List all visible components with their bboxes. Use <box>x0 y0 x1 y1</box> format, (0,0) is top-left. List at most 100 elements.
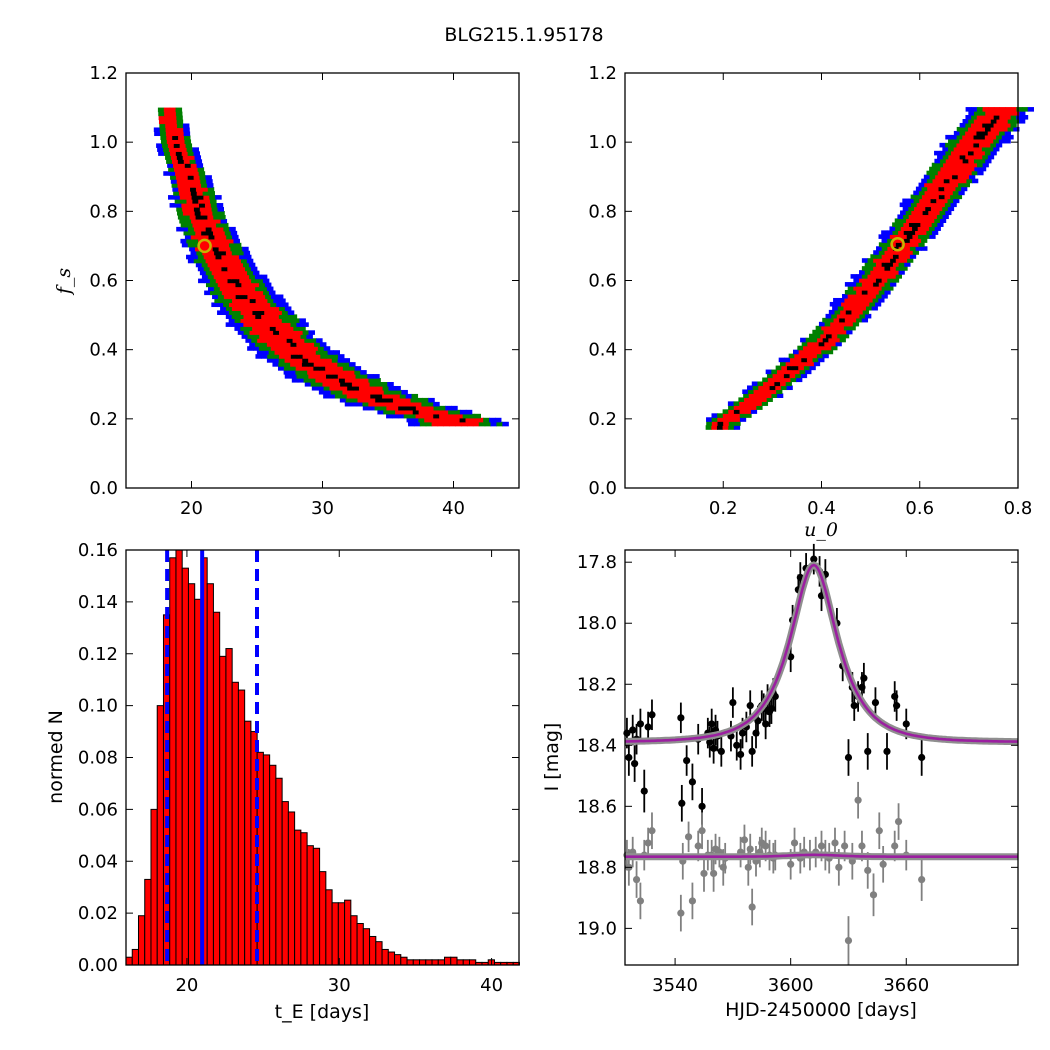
density-cell <box>990 142 997 148</box>
density-cell <box>968 118 975 124</box>
density-cell <box>272 314 280 319</box>
density-cell <box>895 258 903 263</box>
density-cell <box>173 143 181 148</box>
density-cell <box>189 183 196 188</box>
density-cell <box>763 385 771 391</box>
density-cell <box>911 210 918 216</box>
density-cell <box>1010 115 1017 120</box>
density-cell <box>801 357 808 363</box>
density-cell <box>319 362 327 367</box>
density-cell <box>930 206 938 212</box>
density-cell <box>796 361 804 367</box>
density-cell <box>286 350 293 355</box>
model-curve-top <box>625 563 1018 743</box>
density-cell <box>211 282 219 288</box>
density-cell <box>1005 107 1012 112</box>
density-cell <box>960 170 967 176</box>
density-cell <box>861 297 868 303</box>
density-cell <box>276 334 284 339</box>
density-cell <box>816 353 824 359</box>
density-cell <box>360 370 367 375</box>
density-cell <box>925 206 932 212</box>
density-cell <box>422 397 429 403</box>
density-cell <box>749 397 756 402</box>
density-cell <box>895 250 903 255</box>
density-cell <box>903 214 910 220</box>
density-cell <box>942 146 949 152</box>
density-cell <box>205 207 213 212</box>
density-cell <box>833 317 840 323</box>
density-cell <box>878 266 886 271</box>
density-cell <box>850 274 857 279</box>
density-cell <box>999 107 1006 112</box>
density-cell <box>235 294 243 300</box>
density-cell <box>884 250 891 255</box>
density-cell <box>789 373 796 379</box>
data-point <box>698 827 706 835</box>
y-tick-label: 18.4 <box>577 735 617 756</box>
density-cell <box>711 417 718 422</box>
y-tick-label: 18.8 <box>577 857 617 878</box>
density-cell <box>282 334 290 339</box>
density-cell <box>269 326 277 331</box>
density-cell <box>785 381 792 387</box>
density-cell <box>406 417 414 423</box>
density-cell <box>928 210 935 216</box>
density-cell <box>391 401 399 407</box>
density-cell <box>212 210 219 216</box>
density-cell <box>962 158 969 164</box>
density-cell <box>303 378 311 383</box>
data-point <box>844 753 853 762</box>
density-cell <box>954 170 961 176</box>
density-cell <box>330 370 338 375</box>
density-cell <box>943 170 950 176</box>
density-cell <box>308 342 315 347</box>
density-cell <box>972 178 979 184</box>
density-cell <box>945 210 952 216</box>
density-cell <box>867 282 874 287</box>
density-cell <box>910 202 918 208</box>
density-cell <box>884 282 891 287</box>
density-cell <box>195 214 203 220</box>
density-cell <box>161 143 169 148</box>
density-cell <box>279 306 286 312</box>
density-cell <box>796 377 803 383</box>
density-cell <box>335 385 342 391</box>
histogram-bar <box>306 845 314 966</box>
density-cell <box>177 131 185 137</box>
density-cell <box>240 326 247 331</box>
density-cell <box>926 230 933 235</box>
density-cell <box>193 175 201 180</box>
density-cell <box>165 127 173 133</box>
density-cell <box>985 158 992 164</box>
density-cell <box>283 366 291 371</box>
density-cell <box>171 131 179 137</box>
density-cell <box>931 222 938 227</box>
density-cell <box>743 393 750 398</box>
density-cell <box>856 290 863 295</box>
density-cell <box>939 150 946 156</box>
density-cell <box>848 313 855 319</box>
density-cell <box>275 318 283 323</box>
density-cell <box>894 218 901 223</box>
density-cell <box>223 282 231 288</box>
density-cell <box>235 282 242 288</box>
density-cell <box>926 178 934 184</box>
density-cell <box>274 338 282 343</box>
lightcurve-frame <box>624 549 1019 966</box>
density-cell <box>907 198 915 204</box>
density-cell <box>711 421 719 426</box>
density-cell <box>240 302 248 308</box>
y-axis-label: normed N <box>45 710 67 804</box>
density-cell <box>237 298 245 304</box>
density-cell <box>935 182 942 188</box>
y-tick-label: 0.10 <box>78 696 118 717</box>
density-cell <box>219 286 227 292</box>
histogram-bar <box>169 557 177 966</box>
density-cell <box>858 293 866 299</box>
density-cell <box>842 313 849 319</box>
density-cell <box>812 329 819 335</box>
density-cell <box>240 258 248 264</box>
histogram-bar <box>287 811 296 966</box>
density-cell <box>881 246 888 251</box>
